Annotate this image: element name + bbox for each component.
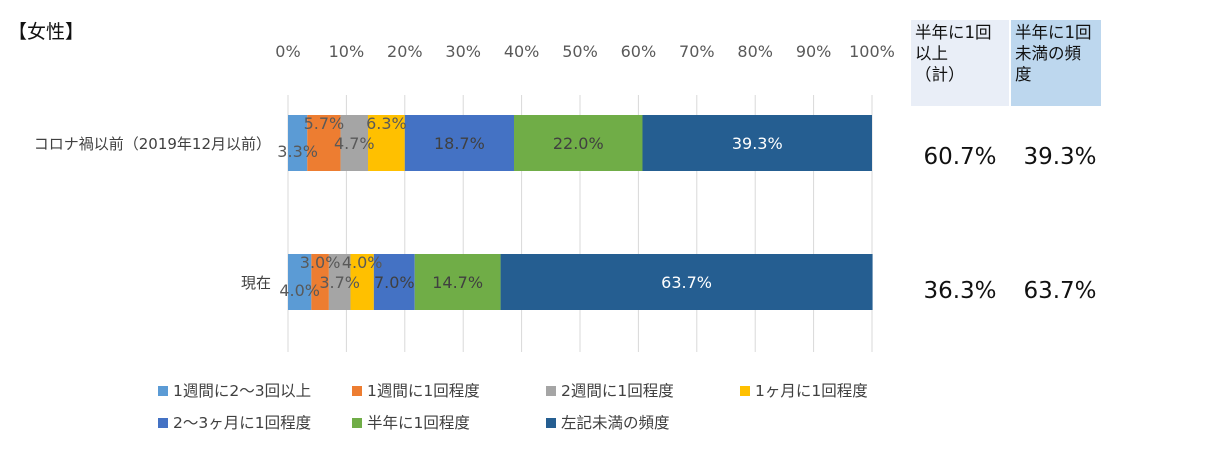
legend-label: 左記未満の頻度 [561,414,670,432]
category-label: 現在 [241,274,271,292]
x-tick-label: 50% [562,42,598,61]
data-label: 7.0% [374,273,415,292]
data-label: 3.0% [300,253,341,272]
summary-row2-below-half-year: 63.7% [1023,278,1097,304]
summary-row1-below-half-year: 39.3% [1023,144,1097,170]
data-label: 63.7% [661,273,712,292]
x-tick-label: 40% [504,42,540,61]
x-tick-label: 0% [275,42,300,61]
bar-segment [307,115,341,171]
bar-segment [328,254,351,310]
data-label: 39.3% [732,134,783,153]
data-label: 4.0% [279,281,320,300]
bar-segment [373,254,415,310]
x-tick-label: 100% [849,42,895,61]
x-tick-label: 30% [445,42,481,61]
legend-swatch [546,386,556,396]
bar-segment [642,115,872,171]
summary-row1-above-half-year: 60.7% [923,144,997,170]
data-label: 22.0% [553,134,604,153]
legend-swatch [158,418,168,428]
legend-label: 1週間に2～3回以上 [173,382,311,400]
chart-title: 【女性】 [8,21,84,43]
x-tick-labels: 0% 10% 20% 30% 40% 50% 60% 70% 80% 90% 100% [275,42,895,61]
data-label: 18.7% [434,134,485,153]
bar-segment [350,254,374,310]
bar-segment [311,254,329,310]
x-tick-label: 70% [679,42,715,61]
bar-segment [288,254,312,310]
legend: 1週間に2～3回以上 1週間に1回程度 2週間に1回程度 1ヶ月に1回程度 2～3ヶ月に… [158,382,868,432]
bar-segment [288,115,308,171]
x-tick-label: 10% [329,42,365,61]
data-label: 14.7% [432,273,483,292]
bar-segment [514,115,643,171]
x-tick-label: 80% [737,42,773,61]
category-label: コロナ禍以前（2019年12月以前） [34,135,271,153]
summary-row2-above-half-year: 36.3% [923,278,997,304]
legend-label: 2～3ヶ月に1回程度 [173,414,311,432]
stacked-bar-chart: 【女性】 0% 10% 20% 30% 40% 50% 60% 70% 80% 90% 100% コ… [8,21,895,432]
bar-segment [404,115,515,171]
bar-segment [340,115,369,171]
legend-label: 半年に1回程度 [367,414,470,432]
legend-swatch [546,418,556,428]
data-label: 3.3% [277,142,318,161]
bar-segments [288,115,873,310]
data-label: 5.7% [304,114,345,133]
legend-swatch [740,386,750,396]
data-labels: 3.3%5.7%4.7%6.3%18.7% 22.0% 39.3%4.0%3.0%3… [277,114,782,300]
bar-segment [500,254,873,310]
legend-swatch [352,386,362,396]
data-label: 3.7% [319,273,360,292]
legend-label: 2週間に1回程度 [561,382,674,400]
data-label: 4.0% [342,253,383,272]
data-label: 6.3% [366,114,407,133]
bar-segment [414,254,501,310]
legend-label: 1ヶ月に1回程度 [755,382,868,400]
summary-header-below-half-year: 半年に1回 未満の頻 度 [1011,20,1101,106]
legend-swatch [158,386,168,396]
legend-label: 1週間に1回程度 [367,382,480,400]
data-label: 4.7% [334,134,375,153]
category-labels: コロナ禍以前（2019年12月以前） 現在 [34,135,271,292]
x-tick-label: 60% [621,42,657,61]
x-tick-label: 90% [796,42,832,61]
summary-header-above-half-year: 半年に1回 以上 （計） [911,20,1009,106]
x-tick-label: 20% [387,42,423,61]
bar-segment [368,115,405,171]
legend-swatch [352,418,362,428]
